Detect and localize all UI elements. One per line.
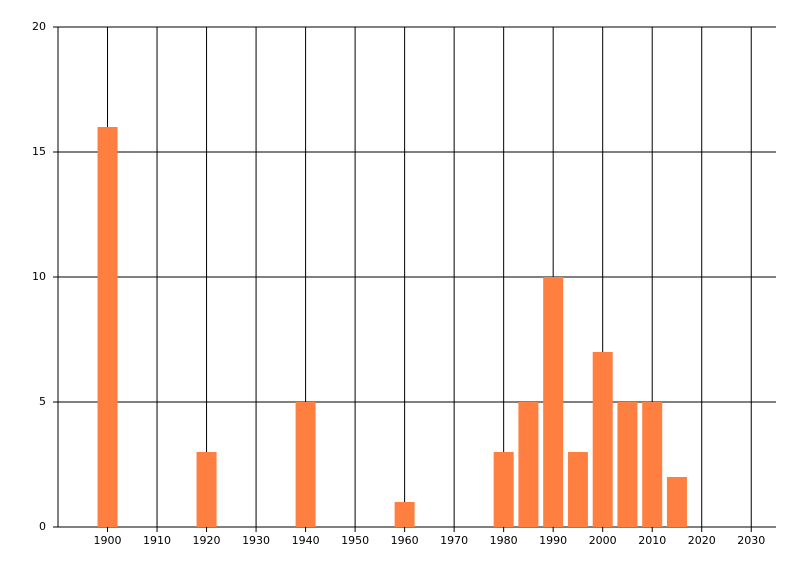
bar bbox=[666, 477, 687, 527]
x-tick-label: 1940 bbox=[292, 534, 320, 547]
x-tick-label: 1900 bbox=[94, 534, 122, 547]
x-tick-label: 1930 bbox=[242, 534, 270, 547]
x-tick-label: 1910 bbox=[143, 534, 171, 547]
x-tick-label: 1990 bbox=[539, 534, 567, 547]
bar bbox=[592, 352, 613, 527]
bar bbox=[518, 402, 539, 527]
bar bbox=[543, 277, 564, 527]
bar bbox=[295, 402, 316, 527]
x-tick-label: 1980 bbox=[490, 534, 518, 547]
x-tick-label: 2030 bbox=[737, 534, 765, 547]
y-tick-label: 20 bbox=[32, 20, 46, 33]
y-tick-label: 5 bbox=[39, 395, 46, 408]
y-tick-label: 15 bbox=[32, 145, 46, 158]
bar bbox=[617, 402, 638, 527]
x-tick-label: 1960 bbox=[391, 534, 419, 547]
bar bbox=[394, 502, 415, 527]
y-tick-label: 0 bbox=[39, 520, 46, 533]
y-tick-label: 10 bbox=[32, 270, 46, 283]
bar bbox=[196, 452, 217, 527]
bar bbox=[97, 127, 118, 527]
bar bbox=[567, 452, 588, 527]
x-tick-label: 2010 bbox=[638, 534, 666, 547]
bar bbox=[642, 402, 663, 527]
x-tick-label: 1970 bbox=[440, 534, 468, 547]
x-tick-label: 1950 bbox=[341, 534, 369, 547]
x-tick-label: 2000 bbox=[589, 534, 617, 547]
bar bbox=[493, 452, 514, 527]
x-tick-label: 1920 bbox=[193, 534, 221, 547]
x-tick-label: 2020 bbox=[688, 534, 716, 547]
